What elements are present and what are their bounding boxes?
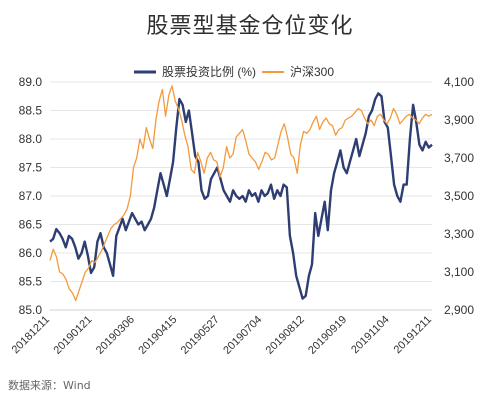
series-line-csi300 [49,85,433,302]
y-right-tick-label: 3,100 [444,265,474,279]
y-left-tick-label: 85.5 [19,275,43,289]
source-note: 数据来源：Wind [8,379,91,392]
x-tick-label: 20190704 [221,314,264,357]
y-left-tick-label: 86.5 [19,218,43,232]
x-tick-label: 20190919 [306,314,349,357]
y-left-tick-label: 87.5 [19,161,43,175]
y-right-tick-label: 3,900 [444,113,474,127]
y-left-tick-label: 88.5 [19,104,43,118]
x-tick-label: 20190812 [264,314,307,357]
legend-label: 沪深300 [290,65,334,79]
series-line-stock-ratio [49,92,433,300]
y-right-tick-label: 2,900 [444,303,474,317]
y-right-tick-label: 3,700 [444,151,474,165]
left-axis: 85.0 85.5 86.0 86.5 87.0 87.5 88.0 88.5 89.0 [19,75,43,317]
x-axis: 20181211 20190121 20190306 20190415 20190527… [10,309,435,357]
chart-title: 股票型基金仓位变化 [146,14,354,39]
series-layer [49,85,433,302]
legend: 股票投资比例 (%) 沪深300 [134,64,334,79]
x-tick-label: 20190121 [51,314,94,357]
y-right-tick-label: 4,100 [444,75,474,89]
x-tick-label: 20191104 [349,314,392,357]
x-tick-label: 20191211 [392,314,435,357]
y-right-tick-label: 3,300 [444,227,474,241]
y-left-tick-label: 87.0 [19,189,43,203]
x-tick-label: 20190527 [179,314,222,357]
x-tick-label: 20181211 [10,314,53,357]
right-axis: 2,900 3,100 3,300 3,500 3,700 3,900 4,100 [444,75,474,317]
y-left-tick-label: 89.0 [19,75,43,89]
x-tick-label: 20190415 [136,314,179,357]
y-left-tick-label: 85.0 [19,303,43,317]
x-tick-label: 20190306 [94,314,137,357]
y-left-tick-label: 88.0 [19,132,43,146]
y-right-tick-label: 3,500 [444,189,474,203]
y-left-tick-label: 86.0 [19,246,43,260]
legend-label: 股票投资比例 (%) [162,64,256,79]
